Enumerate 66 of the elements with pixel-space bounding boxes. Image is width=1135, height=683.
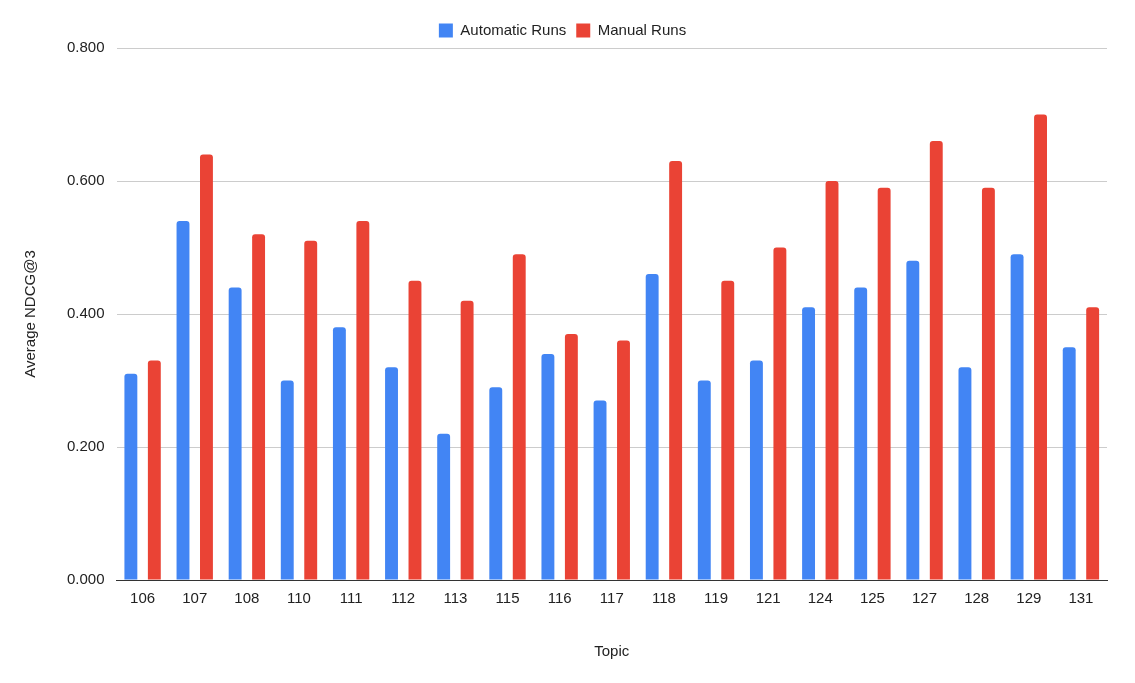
bar: [981, 187, 995, 580]
bar: [617, 340, 630, 580]
bar: [906, 260, 920, 580]
y-tick-label: 0.200: [66, 437, 105, 455]
bar: [877, 187, 891, 580]
bar: [1010, 254, 1024, 580]
legend-label: Manual Runs: [597, 20, 687, 38]
bar: [564, 333, 578, 580]
bar: [1086, 307, 1100, 580]
bar: [749, 360, 763, 580]
bar: [1062, 347, 1076, 580]
y-tick-label: 0.800: [66, 38, 105, 56]
bar: [332, 327, 346, 580]
bar: [721, 280, 735, 580]
bar: [512, 254, 526, 580]
bar: [385, 367, 398, 580]
bar: [356, 220, 370, 580]
x-tick-label: 108: [234, 589, 260, 607]
x-tick-label: 117: [599, 589, 624, 607]
x-tick-label: 121: [755, 589, 781, 607]
x-tick-label: 125: [859, 589, 885, 607]
x-tick-label: 118: [651, 589, 676, 607]
x-axis-title: Topic: [594, 642, 630, 660]
x-tick-label: 112: [391, 589, 416, 607]
bar: [645, 274, 659, 580]
bar: [228, 287, 242, 580]
bar: [200, 154, 213, 580]
x-tick-label: 107: [182, 589, 208, 607]
x-tick-label: 106: [130, 589, 156, 607]
bar: [460, 300, 474, 580]
y-tick-label: 0.600: [66, 171, 105, 189]
bar: [773, 247, 787, 580]
bar: [1034, 114, 1047, 580]
bar: [929, 141, 943, 580]
bar: [697, 380, 711, 580]
bar: [304, 240, 318, 580]
bar: [489, 387, 503, 580]
bar: [437, 433, 451, 580]
x-tick-label: 116: [547, 589, 572, 607]
bar: [669, 161, 683, 580]
bar: [541, 353, 555, 580]
bar: [802, 307, 816, 580]
x-tick-label: 119: [704, 589, 728, 607]
y-axis-title: Average NDCG@3: [21, 250, 39, 378]
legend-label: Automatic Runs: [460, 20, 567, 38]
bar: [124, 373, 138, 580]
x-tick-label: 110: [287, 589, 311, 607]
bar: [280, 380, 294, 580]
x-tick-label: 113: [443, 589, 468, 607]
bar: [958, 367, 972, 580]
x-tick-label: 115: [495, 589, 520, 607]
bar: [408, 280, 422, 580]
x-tick-label: 127: [912, 589, 938, 607]
y-tick-label: 0.400: [66, 304, 105, 322]
y-tick-label: 0.000: [66, 570, 105, 588]
bar: [825, 181, 839, 580]
bar: [854, 287, 868, 580]
x-tick-label: 124: [807, 589, 833, 607]
bar: [147, 360, 161, 580]
x-tick-label: 128: [964, 589, 990, 607]
bar: [252, 234, 266, 580]
x-tick-label: 131: [1068, 589, 1094, 607]
x-tick-label: 111: [339, 589, 363, 607]
x-tick-label: 129: [1016, 589, 1042, 607]
bar: [176, 220, 190, 580]
bar: [593, 400, 607, 580]
